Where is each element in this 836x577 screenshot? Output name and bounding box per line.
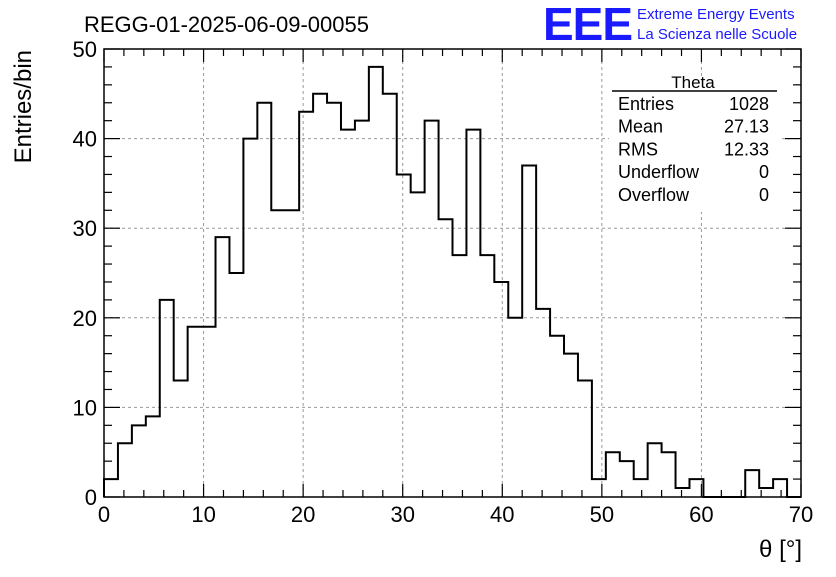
x-tick-label: 0 [98,502,110,527]
y-tick-labels: 0 10 20 30 40 50 [73,37,97,510]
x-tick-label: 50 [590,502,614,527]
run-title: REGG-01-2025-06-09-00055 [84,12,369,37]
plot-frame [103,48,802,498]
stats-row-label: Underflow [618,162,700,182]
x-tick-label: 30 [390,502,414,527]
x-tick-label: 10 [191,502,215,527]
y-tick-label: 40 [73,127,97,152]
x-tick-label: 40 [490,502,514,527]
stats-row-value: 0 [759,185,769,205]
stats-rows: Entries 1028 Mean 27.13 RMS 12.33 Underflow 0 Ov… [618,94,769,205]
stats-box-title: Theta [671,73,715,92]
stats-box: Theta Entries 1028 Mean 27.13 RMS 12.33 Underf… [609,73,780,212]
x-tick-label: 20 [291,502,315,527]
y-tick-label: 50 [73,37,97,62]
stats-row-value: 1028 [729,94,769,114]
y-axis-title: Entries/bin [10,50,37,163]
stats-row-label: Mean [618,117,663,137]
stats-row-label: RMS [618,139,658,159]
eee-logo-line2: La Scienza nelle Scuole [637,26,797,43]
x-tick-label: 70 [789,502,813,527]
stats-box-background [609,76,780,212]
stats-row-label: Entries [618,94,674,114]
grid-lines [104,49,801,497]
y-tick-label: 30 [73,216,97,241]
eee-logo-line1: Extreme Energy Events [637,6,795,23]
eee-logo: EEE Extreme Energy Events La Scienza nel… [543,0,797,50]
stats-row-label: Overflow [618,185,690,205]
stats-row-value: 27.13 [724,117,769,137]
eee-logo-mark: EEE [543,0,632,50]
x-tick-label: 60 [689,502,713,527]
stats-row-value: 12.33 [724,139,769,159]
stats-row-value: 0 [759,162,769,182]
x-tick-labels: 0 10 20 30 40 50 60 70 [98,502,813,527]
y-tick-label: 20 [73,306,97,331]
histogram-series [103,65,801,498]
x-axis-title: θ [°] [759,536,802,563]
y-tick-label: 10 [73,395,97,420]
y-tick-label: 0 [85,485,97,510]
